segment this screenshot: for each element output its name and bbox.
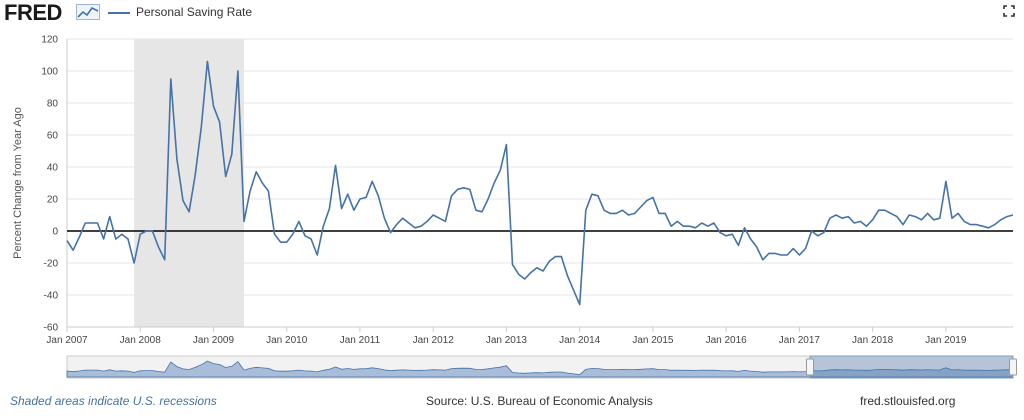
x-tick-label: Jan 2012 [413,335,455,346]
navigator-selection [809,355,1014,379]
y-axis-label: Percent Change from Year Ago [12,107,24,259]
site-link[interactable]: fred.stlouisfed.org [860,394,956,408]
y-tick-label: -60 [44,323,59,334]
y-tick-label: 40 [47,163,59,174]
y-tick-label: 80 [47,99,59,110]
legend-item[interactable]: Personal Saving Rate [108,5,252,19]
chart-header: FRED Personal Saving Rate [0,0,1024,26]
range-navigator[interactable] [66,355,1017,379]
fred-logo-chart-icon [76,4,100,20]
navigator-handle[interactable] [806,358,814,376]
recession-shading [134,39,244,327]
navigator-handle[interactable] [1009,358,1017,376]
y-tick-label: -20 [44,259,59,270]
source-text: Source: U.S. Bureau of Economic Analysis [426,394,653,408]
fred-logo[interactable]: FRED [4,0,62,25]
x-tick-label: Jan 2009 [193,335,235,346]
y-tick-label: 0 [52,227,58,238]
recession-band [134,39,244,327]
y-tick-label: 20 [47,195,59,206]
x-tick-label: Jan 2016 [706,335,748,346]
legend-label: Personal Saving Rate [136,5,253,19]
y-tick-label: -40 [44,291,59,302]
recession-note[interactable]: Shaded areas indicate U.S. recessions [10,394,217,408]
series-layer [66,60,1014,306]
x-tick-label: Jan 2008 [120,335,162,346]
x-tick-label: Jan 2013 [486,335,528,346]
y-tick-label: 60 [47,131,59,142]
y-tick-label: 100 [41,67,58,78]
legend-swatch [108,11,130,14]
navigator-area [66,360,1014,378]
x-tick-label: Jan 2007 [46,335,88,346]
x-tick-label: Jan 2011 [340,335,381,346]
x-tick-label: Jan 2014 [559,335,601,346]
x-axis-ticks: Jan 2007 Jan 2008 Jan 2009 Jan 2010 Jan 2011… [46,326,1013,346]
series-line-personal-saving-rate [66,60,1014,306]
expand-icon[interactable] [1003,5,1015,17]
y-tick-label: 120 [41,35,58,46]
x-tick-label: Jan 2015 [632,335,674,346]
x-tick-label: Jan 2010 [266,335,308,346]
x-tick-label: Jan 2019 [925,335,967,346]
y-axis-ticks: 120 100 80 60 40 20 0 -20 -40 -60 [41,35,58,334]
x-tick-label: Jan 2017 [779,335,821,346]
x-tick-label: Jan 2018 [852,335,894,346]
